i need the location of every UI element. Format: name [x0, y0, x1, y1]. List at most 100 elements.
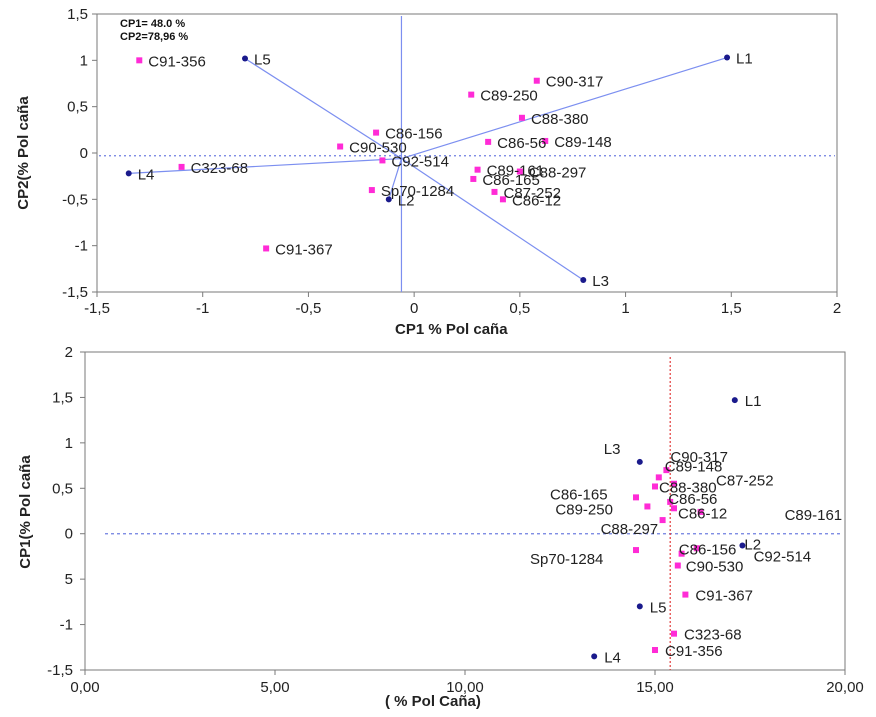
biplot-vector-l5 [244, 57, 402, 160]
scatter-point-c89-148 [655, 474, 662, 481]
scatter-point-sp70-1284 [633, 547, 639, 554]
scatter-plot-area [84, 351, 846, 671]
scatter-point-l4 [591, 653, 598, 660]
scatter-label-c86-12: C86-12 [678, 505, 727, 522]
scatter-label-c92-514: C92-514 [754, 549, 812, 566]
scatter-point-c90-530 [674, 562, 681, 569]
scatter-point-l2 [739, 542, 746, 549]
biplot-x-tick-label: 1,5 [721, 300, 742, 317]
scatter-point-l5 [636, 603, 643, 610]
biplot-point-c86-12 [499, 196, 506, 203]
scatter-point-c91-356 [652, 647, 658, 654]
biplot-point-l4 [125, 170, 132, 177]
biplot-x-tick-label: -1 [196, 300, 209, 317]
scatter-y-tick-label: -1 [60, 617, 73, 634]
biplot-point-c88-380 [518, 114, 525, 121]
biplot-x-tick-label: 0 [410, 300, 418, 317]
scatter-x-axis-title: ( % Pol Caña) [385, 693, 481, 710]
scatter-label-c89-148: C89-148 [665, 458, 723, 475]
scatter-label-c89-161: C89-161 [785, 507, 843, 524]
biplot-label-l5: L5 [254, 51, 271, 68]
biplot-label-c91-356: C91-356 [148, 53, 206, 70]
scatter-y-tick-label: 1 [65, 435, 73, 452]
biplot-y-tick-label: 0,5 [67, 99, 88, 116]
scatter-chart: 0,00 5,00 10,00 15,00 20,0021,510,505-1-1,5 … [17, 344, 864, 710]
biplot-label-c86-12: C86-12 [512, 192, 561, 209]
scatter-point-c323-68 [671, 630, 677, 637]
biplot-point-c88-297 [516, 168, 523, 175]
scatter-label-c87-252: C87-252 [716, 473, 774, 490]
biplot-point-l1 [724, 54, 731, 61]
scatter-y-tick-label: 5 [65, 571, 73, 588]
scatter-y-axis-title: CP1(% Pol caña [17, 455, 34, 569]
scatter-point-c92-514 [678, 550, 685, 557]
biplot-vector-l4 [128, 157, 402, 174]
biplot-label-l3: L3 [592, 273, 609, 290]
scatter-y-tick-label: 0 [65, 526, 73, 543]
scatter-point-c86-12 [671, 505, 677, 512]
biplot-point-l2 [385, 196, 392, 203]
biplot-point-c86-165 [470, 175, 477, 182]
scatter-label-c86-156: C86-156 [679, 541, 737, 558]
scatter-y-tick-label: 0,5 [52, 480, 73, 497]
scatter-label-l5: L5 [650, 599, 667, 616]
scatter-label-l3: L3 [604, 441, 621, 458]
scatter-y-tick-label: 1,5 [52, 389, 73, 406]
scatter-point-c89-250 [644, 503, 651, 510]
biplot-y-tick-label: -1,5 [62, 284, 88, 301]
biplot-point-c90-317 [533, 77, 540, 84]
scatter-point-l1 [731, 397, 738, 404]
biplot-y-tick-label: 1 [80, 52, 88, 69]
scatter-label-l2: L2 [744, 537, 761, 554]
scatter-point-c88-297 [659, 517, 666, 524]
scatter-point-l3 [636, 458, 643, 465]
scatter-label-c86-56: C86-56 [668, 491, 717, 508]
scatter-point-c91-367 [682, 591, 689, 598]
scatter-label-c89-250: C89-250 [555, 501, 613, 518]
biplot-label-c90-530: C90-530 [349, 140, 407, 157]
scatter-label-c91-367: C91-367 [695, 588, 753, 605]
biplot-label-c86-156: C86-156 [385, 126, 443, 143]
biplot-label-l4: L4 [138, 166, 155, 183]
biplot-label-c90-317: C90-317 [546, 74, 604, 91]
biplot-label-l1: L1 [736, 51, 753, 68]
scatter-point-c87-252 [671, 480, 677, 487]
scatter-y-tick-label: 2 [65, 344, 73, 361]
biplot-label-c89-148: C89-148 [554, 134, 612, 151]
scatter-label-sp70-1284: Sp70-1284 [530, 551, 603, 568]
scatter-x-tick-label: 10,00 [446, 679, 484, 696]
scatter-label-c323-68: C323-68 [684, 627, 742, 644]
scatter-point-c86-156 [693, 545, 700, 552]
biplot-label-c88-380: C88-380 [531, 111, 589, 128]
biplot-point-c323-68 [178, 163, 185, 170]
scatter-x-tick-label: 0,00 [70, 679, 99, 696]
biplot-label-c88-297: C88-297 [529, 165, 587, 182]
biplot-x-tick-label: -0,5 [295, 300, 321, 317]
biplot-point-c89-250 [468, 91, 475, 98]
biplot-x-tick-label: -1,5 [84, 300, 110, 317]
biplot-point-l3 [580, 276, 587, 283]
biplot-point-c87-252 [491, 188, 498, 195]
scatter-x-tick-label: 15,00 [636, 679, 674, 696]
scatter-x-tick-label: 5,00 [260, 679, 289, 696]
biplot-vector-l3 [401, 158, 584, 281]
biplot-x-tick-label: 2 [833, 300, 841, 317]
biplot-y-tick-label: -0,5 [62, 191, 88, 208]
scatter-point-c88-380 [652, 483, 658, 490]
biplot-y-tick-label: 1,5 [67, 6, 88, 23]
biplot-label-c89-161: C89-161 [487, 163, 545, 180]
biplot-label-c323-68: C323-68 [191, 160, 249, 177]
scatter-x-tick-label: 20,00 [826, 679, 864, 696]
scatter-label-l4: L4 [604, 649, 621, 666]
cp1-annotation: CP1= 48.0 % [120, 18, 185, 30]
biplot-y-tick-label: -1 [75, 238, 88, 255]
biplot-point-l5 [242, 55, 248, 62]
biplot-point-c90-530 [337, 143, 344, 150]
biplot-label-c87-252: C87-252 [503, 185, 561, 202]
biplot-y-axis-title: CP2(% Pol caña [15, 96, 32, 210]
biplot-point-c86-56 [485, 138, 492, 145]
scatter-label-c86-165: C86-165 [550, 486, 608, 503]
biplot-chart: -1,5 -1 -0,5 0 0,5 1 1,5 2 1,5 1 0,5 0 -0,5 -1 -1,5 L1… [15, 6, 841, 338]
biplot-x-tick-label: 1 [621, 300, 629, 317]
